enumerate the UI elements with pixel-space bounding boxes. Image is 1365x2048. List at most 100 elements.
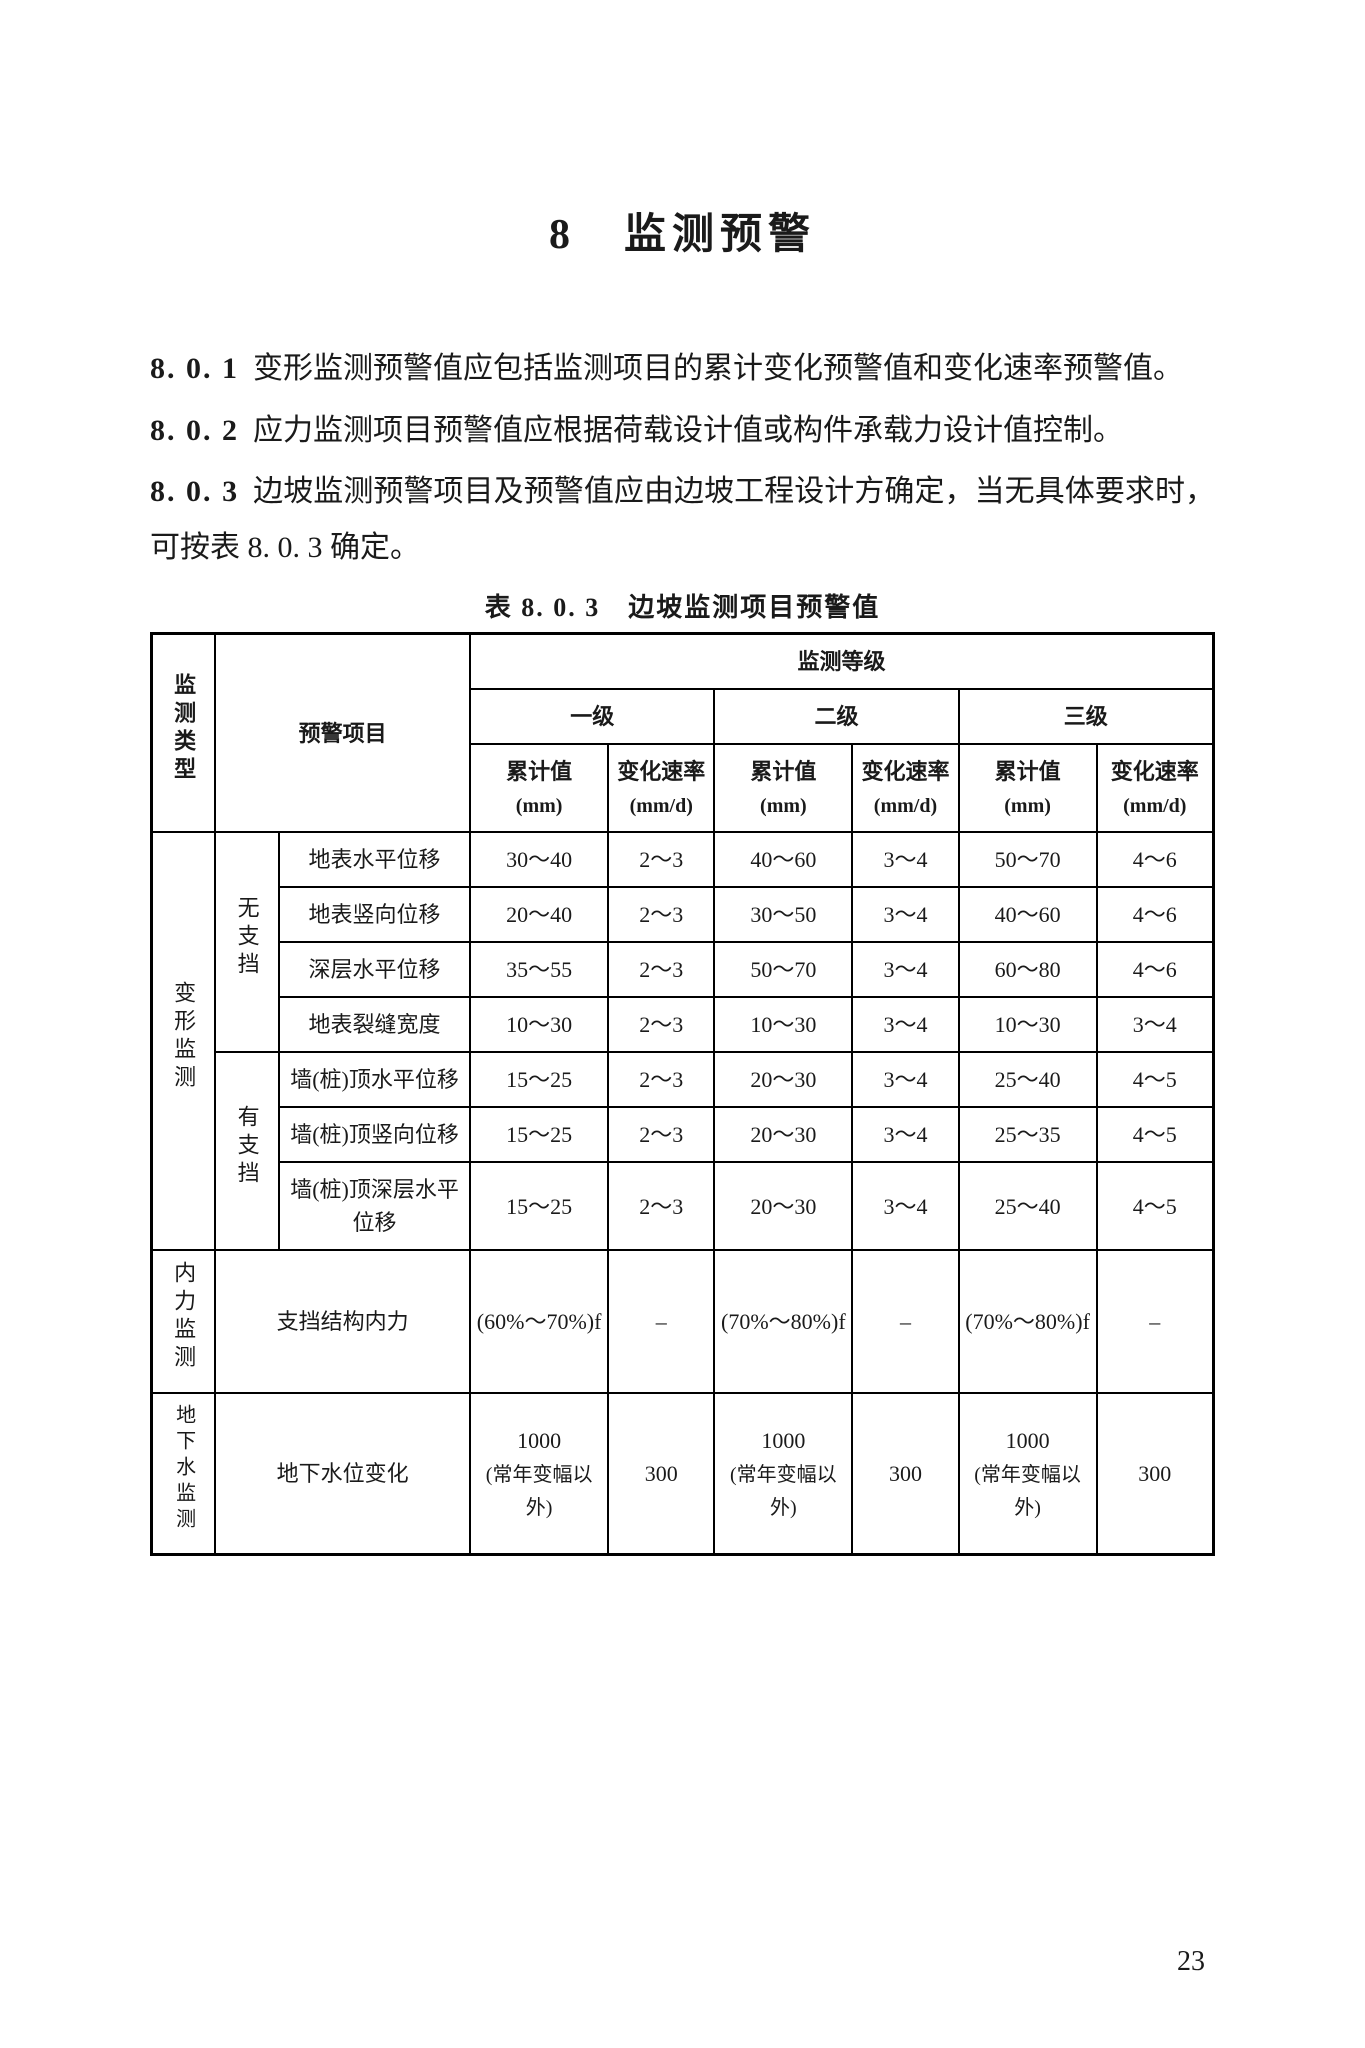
- cell: 2～3: [608, 1107, 714, 1162]
- cell: 2～3: [608, 1162, 714, 1250]
- cell: 300: [608, 1393, 714, 1555]
- cell: 15～25: [470, 1052, 608, 1107]
- cell: 10～30: [714, 997, 852, 1052]
- cell: 2～3: [608, 942, 714, 997]
- cell: –: [608, 1250, 714, 1393]
- col-monitor-level: 监测等级: [470, 634, 1213, 690]
- cell: 2～3: [608, 997, 714, 1052]
- cell: 3～4: [1097, 997, 1214, 1052]
- warning-table: 监测类型 预警项目 监测等级 一级 二级 三级 累计值(mm) 变化速率(mm/…: [150, 632, 1215, 1556]
- item: 地表裂缝宽度: [279, 997, 470, 1052]
- cell: 3～4: [852, 1052, 958, 1107]
- cell: 10～30: [470, 997, 608, 1052]
- cell: –: [1097, 1250, 1214, 1393]
- col-rate: 变化速率(mm/d): [608, 744, 714, 832]
- col-rate: 变化速率(mm/d): [1097, 744, 1214, 832]
- chapter-number: 8: [549, 212, 576, 258]
- sub-no-support: 无支挡: [215, 832, 279, 1052]
- cell: 2～3: [608, 1052, 714, 1107]
- cell: (70%～80%)f: [714, 1250, 852, 1393]
- cell: 50～70: [959, 832, 1097, 887]
- cell: 60～80: [959, 942, 1097, 997]
- cell: –: [852, 1250, 958, 1393]
- cell: 3～4: [852, 1162, 958, 1250]
- cell: 30～50: [714, 887, 852, 942]
- cell: 50～70: [714, 942, 852, 997]
- cell: 4～5: [1097, 1052, 1214, 1107]
- cell: 3～4: [852, 1107, 958, 1162]
- level-3: 三级: [959, 689, 1214, 744]
- level-1: 一级: [470, 689, 714, 744]
- cell: 15～25: [470, 1162, 608, 1250]
- col-cum: 累计值(mm): [714, 744, 852, 832]
- cell: 300: [852, 1393, 958, 1555]
- sub-with-support: 有支挡: [215, 1052, 279, 1250]
- item: 墙(桩)顶水平位移: [279, 1052, 470, 1107]
- type-internal-force: 内力监测: [152, 1250, 216, 1393]
- cell: 30～40: [470, 832, 608, 887]
- clause-number: 8. 0. 1: [150, 352, 239, 385]
- clause-number: 8. 0. 2: [150, 414, 239, 447]
- item: 地表竖向位移: [279, 887, 470, 942]
- cell: 4～6: [1097, 887, 1214, 942]
- cell: 3～4: [852, 887, 958, 942]
- cell: 2～3: [608, 887, 714, 942]
- table-row: 深层水平位移 35～55 2～3 50～70 3～4 60～80 4～6: [152, 942, 1214, 997]
- chapter-title: 监测预警: [624, 212, 816, 258]
- cell: 1000(常年变幅以外): [714, 1393, 852, 1555]
- clause-8-0-3: 8. 0. 3边坡监测预警项目及预警值应由边坡工程设计方确定，当无具体要求时，可…: [150, 464, 1215, 575]
- clause-text: 边坡监测预警项目及预警值应由边坡工程设计方确定，当无具体要求时，可按表 8. 0…: [150, 475, 1215, 564]
- table-row: 墙(桩)顶深层水平位移 15～25 2～3 20～30 3～4 25～40 4～…: [152, 1162, 1214, 1250]
- item: 地下水位变化: [215, 1393, 470, 1555]
- cell: 3～4: [852, 997, 958, 1052]
- col-warn-item: 预警项目: [215, 634, 470, 833]
- cell: 20～30: [714, 1107, 852, 1162]
- cell: 25～40: [959, 1162, 1097, 1250]
- clause-8-0-1: 8. 0. 1 变形监测预警值应包括监测项目的累计变化预警值和变化速率预警值。: [150, 341, 1215, 397]
- table-row: 有支挡 墙(桩)顶水平位移 15～25 2～3 20～30 3～4 25～40 …: [152, 1052, 1214, 1107]
- page-number: 23: [1177, 1946, 1205, 1978]
- cell: 4～6: [1097, 832, 1214, 887]
- clause-number: 8. 0. 3: [150, 475, 239, 508]
- item: 墙(桩)顶深层水平位移: [279, 1162, 470, 1250]
- cell: 25～35: [959, 1107, 1097, 1162]
- cell: 2～3: [608, 832, 714, 887]
- cell: 3～4: [852, 942, 958, 997]
- table-row: 内力监测 支挡结构内力 (60%～70%)f – (70%～80%)f – (7…: [152, 1250, 1214, 1393]
- level-2: 二级: [714, 689, 958, 744]
- cell: 4～5: [1097, 1162, 1214, 1250]
- item: 墙(桩)顶竖向位移: [279, 1107, 470, 1162]
- type-groundwater: 地下水监测: [152, 1393, 216, 1555]
- cell: (70%～80%)f: [959, 1250, 1097, 1393]
- clause-8-0-2: 8. 0. 2 应力监测项目预警值应根据荷载设计值或构件承载力设计值控制。: [150, 403, 1215, 459]
- document-page: 8 监测预警 8. 0. 1 变形监测预警值应包括监测项目的累计变化预警值和变化速…: [0, 0, 1365, 2048]
- cell: 20～40: [470, 887, 608, 942]
- cell: 20～30: [714, 1052, 852, 1107]
- cell: 35～55: [470, 942, 608, 997]
- cell: (60%～70%)f: [470, 1250, 608, 1393]
- cell: 3～4: [852, 832, 958, 887]
- clause-text: 应力监测项目预警值应根据荷载设计值或构件承载力设计值控制。: [253, 414, 1123, 447]
- cell: 40～60: [959, 887, 1097, 942]
- table-row: 变形监测 无支挡 地表水平位移 30～40 2～3 40～60 3～4 50～7…: [152, 832, 1214, 887]
- cell: 4～5: [1097, 1107, 1214, 1162]
- col-monitor-type: 监测类型: [152, 634, 216, 833]
- cell: 20～30: [714, 1162, 852, 1250]
- table-row: 墙(桩)顶竖向位移 15～25 2～3 20～30 3～4 25～35 4～5: [152, 1107, 1214, 1162]
- item: 支挡结构内力: [215, 1250, 470, 1393]
- table-row: 地表裂缝宽度 10～30 2～3 10～30 3～4 10～30 3～4: [152, 997, 1214, 1052]
- type-deformation: 变形监测: [152, 832, 216, 1250]
- table-caption: 表 8. 0. 3 边坡监测项目预警值: [150, 587, 1215, 624]
- item: 地表水平位移: [279, 832, 470, 887]
- table-row: 地表竖向位移 20～40 2～3 30～50 3～4 40～60 4～6: [152, 887, 1214, 942]
- chapter-heading: 8 监测预警: [150, 200, 1215, 261]
- table-row: 地下水监测 地下水位变化 1000(常年变幅以外) 300 1000(常年变幅以…: [152, 1393, 1214, 1555]
- cell: 15～25: [470, 1107, 608, 1162]
- col-rate: 变化速率(mm/d): [852, 744, 958, 832]
- cell: 40～60: [714, 832, 852, 887]
- cell: 300: [1097, 1393, 1214, 1555]
- col-cum: 累计值(mm): [959, 744, 1097, 832]
- clause-text: 变形监测预警值应包括监测项目的累计变化预警值和变化速率预警值。: [253, 352, 1183, 385]
- item: 深层水平位移: [279, 942, 470, 997]
- cell: 1000(常年变幅以外): [470, 1393, 608, 1555]
